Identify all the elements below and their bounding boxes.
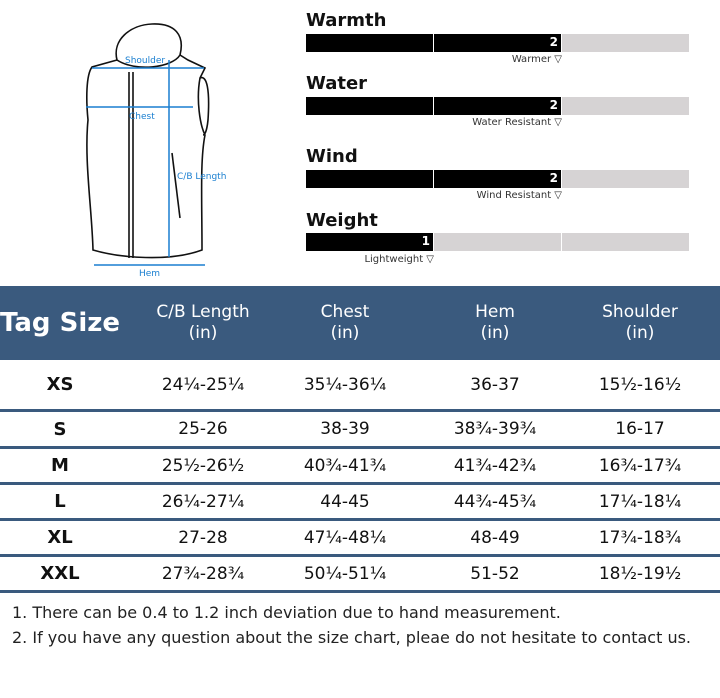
rating-segment: 2 bbox=[434, 34, 562, 52]
rating-segment: 2 bbox=[434, 97, 562, 115]
rating-value: 2 bbox=[549, 35, 558, 49]
table-cell: 15½-16½ bbox=[598, 374, 682, 395]
label-hem: Hem bbox=[139, 269, 160, 279]
label-length: C/B Length bbox=[177, 172, 226, 182]
table-cell: 27-28 bbox=[178, 527, 228, 548]
table-cell: 44-45 bbox=[320, 491, 370, 512]
table-cell: XS bbox=[46, 374, 74, 395]
table-cell: 25-26 bbox=[178, 419, 228, 439]
rating-segment: 1 bbox=[306, 233, 434, 251]
header-hem: Hem (in) bbox=[475, 302, 515, 343]
rating-segment bbox=[434, 233, 562, 251]
table-cell: 17¾-18¾ bbox=[598, 527, 682, 548]
table-cell: 16-17 bbox=[615, 419, 665, 439]
table-cell: 51-52 bbox=[470, 563, 520, 584]
rating-segment bbox=[562, 97, 690, 115]
rating-segment bbox=[562, 233, 690, 251]
rating-segment bbox=[306, 34, 434, 52]
rating-value: 1 bbox=[421, 234, 430, 248]
table-cell: 48-49 bbox=[470, 527, 520, 548]
rating-label: Lightweight ▽ bbox=[364, 254, 434, 265]
table-cell: 38-39 bbox=[320, 419, 370, 439]
table-row: XL 27-28 47¼-48¼ 48-49 17¾-18¾ bbox=[0, 521, 720, 557]
table-cell: 24¼-25¼ bbox=[161, 374, 245, 395]
table-row: M 25½-26½ 40¾-41¾ 41¾-42¾ 16¾-17¾ bbox=[0, 449, 720, 485]
header-length: C/B Length (in) bbox=[156, 302, 250, 343]
rating-value: 2 bbox=[549, 98, 558, 112]
table-cell: 50¼-51¼ bbox=[303, 563, 387, 584]
table-cell: 47¼-48¼ bbox=[303, 527, 387, 548]
table-cell: L bbox=[54, 491, 66, 512]
note-2: 2. If you have any question about the si… bbox=[12, 628, 692, 647]
rating-segment: 2 bbox=[434, 170, 562, 188]
table-cell: 18½-19½ bbox=[598, 563, 682, 584]
header-shoulder: Shoulder (in) bbox=[602, 302, 678, 343]
table-header: Tag Size C/B Length (in) Chest (in) Hem (in… bbox=[0, 286, 720, 360]
table-row: S 25-26 38-39 38¾-39¾ 16-17 bbox=[0, 412, 720, 449]
rating-title: Water bbox=[306, 73, 368, 94]
table-cell: XXL bbox=[40, 563, 80, 584]
rating-value: 2 bbox=[549, 171, 558, 185]
header-tag-size: Tag Size bbox=[0, 307, 120, 338]
rating-segment bbox=[562, 170, 690, 188]
table-cell: S bbox=[53, 418, 67, 440]
rating-title: Warmth bbox=[306, 10, 387, 31]
table-cell: 25½-26½ bbox=[161, 455, 245, 476]
table-cell: 38¾-39¾ bbox=[453, 419, 537, 439]
table-cell: 26¼-27¼ bbox=[161, 491, 245, 512]
rating-title: Wind bbox=[306, 146, 358, 167]
table-row: XXL 27¾-28¾ 50¼-51¼ 51-52 18½-19½ bbox=[0, 557, 720, 593]
rating-bar: 1 bbox=[306, 233, 690, 251]
table-cell: 44¾-45¾ bbox=[453, 491, 537, 512]
table-row: L 26¼-27¼ 44-45 44¾-45¾ 17¼-18¼ bbox=[0, 485, 720, 521]
rating-bar: 2 bbox=[306, 97, 690, 115]
rating-segment bbox=[562, 34, 690, 52]
rating-segment bbox=[306, 97, 434, 115]
table-cell: 27¾-28¾ bbox=[161, 563, 245, 584]
table-cell: 35¼-36¼ bbox=[303, 374, 387, 395]
rating-segment bbox=[306, 170, 434, 188]
table-cell: 17¼-18¼ bbox=[598, 491, 682, 512]
table-cell: 16¾-17¾ bbox=[598, 455, 682, 476]
label-chest: Chest bbox=[129, 112, 155, 122]
header-chest: Chest (in) bbox=[320, 302, 370, 343]
table-cell: 36-37 bbox=[470, 374, 520, 395]
vest-diagram: Shoulder Chest C/B Length Hem bbox=[86, 23, 226, 279]
label-shoulder: Shoulder bbox=[125, 56, 165, 66]
rating-title: Weight bbox=[306, 210, 378, 231]
rating-label: Wind Resistant ▽ bbox=[476, 190, 562, 201]
rating-bar: 2 bbox=[306, 170, 690, 188]
table-cell: M bbox=[51, 455, 69, 476]
rating-bar: 2 bbox=[306, 34, 690, 52]
rating-label: Warmer ▽ bbox=[511, 54, 562, 65]
table-cell: 41¾-42¾ bbox=[453, 455, 537, 476]
note-1: 1. There can be 0.4 to 1.2 inch deviatio… bbox=[12, 603, 561, 622]
rating-label: Water Resistant ▽ bbox=[472, 117, 562, 128]
table-cell: XL bbox=[47, 527, 73, 548]
table-row: XS 24¼-25¼ 35¼-36¼ 36-37 15½-16½ bbox=[0, 360, 720, 412]
table-cell: 40¾-41¾ bbox=[303, 455, 387, 476]
